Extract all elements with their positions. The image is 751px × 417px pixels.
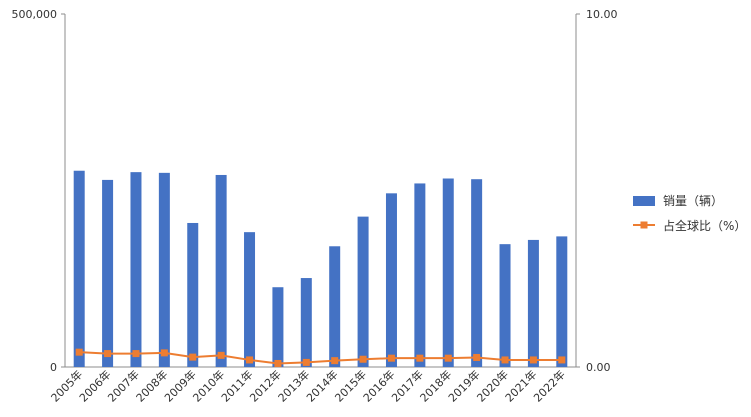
share-line [79, 351, 562, 365]
line-marker [217, 351, 225, 359]
x-tick-label: 2022年 [530, 367, 567, 404]
bar [300, 278, 312, 367]
line-marker [501, 356, 509, 364]
bar [471, 179, 483, 367]
line-marker [331, 357, 339, 365]
right-tick-label: 0.00 [586, 361, 611, 374]
line-marker [75, 348, 83, 356]
bar [102, 179, 114, 367]
line-marker [274, 359, 282, 367]
bar [499, 244, 511, 367]
left-y-ticks: 0 500,000 [12, 8, 65, 374]
line-marker [302, 358, 310, 366]
left-tick-label: 0 [50, 361, 57, 374]
bar [130, 172, 142, 367]
bar [329, 246, 341, 367]
bar [158, 172, 170, 367]
bar [215, 174, 227, 367]
bar [527, 239, 539, 367]
legend-line-marker [640, 221, 648, 229]
legend: 销量（辆） 占全球比（%） [633, 194, 746, 233]
line-marker [416, 354, 424, 362]
legend-bar-swatch [633, 196, 655, 206]
line-marker [529, 356, 537, 364]
line-marker [444, 354, 452, 362]
line-marker [558, 356, 566, 364]
line-marker [359, 355, 367, 363]
right-tick-label: 10.00 [586, 8, 618, 21]
line-marker [160, 349, 168, 357]
bar [272, 287, 284, 367]
legend-label: 销量（辆） [663, 194, 723, 208]
bar [385, 193, 397, 367]
legend-label: 占全球比（%） [663, 218, 746, 233]
line-marker [473, 353, 481, 361]
bar [244, 232, 256, 367]
right-y-ticks: 0.00 10.00 [576, 8, 618, 374]
bar [73, 170, 85, 367]
line-marker [132, 350, 140, 358]
x-tick-labels: 2005年2006年2007年2008年2009年2010年2011年2012年… [48, 367, 568, 404]
axes: 0 500,000 0.00 10.00 [12, 8, 618, 374]
line-marker [104, 350, 112, 358]
line-marker [189, 353, 197, 361]
left-tick-label: 500,000 [12, 8, 58, 21]
bar-series [73, 170, 568, 367]
bar [414, 183, 426, 367]
line-series [75, 348, 566, 367]
bar [187, 222, 199, 367]
bar [556, 236, 568, 367]
bar [357, 216, 369, 367]
bar [442, 178, 454, 367]
line-marker [387, 354, 395, 362]
line-marker [246, 356, 254, 364]
